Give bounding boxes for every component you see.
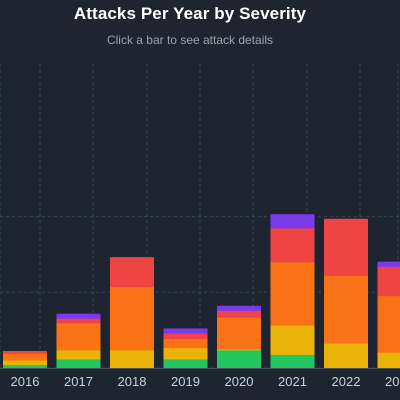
- bar-segment-2016-0[interactable]: [3, 364, 47, 369]
- bar-segment-2017-2[interactable]: [56, 322, 101, 351]
- bar-cap-2019: [163, 328, 208, 333]
- bar-segment-2023-2[interactable]: [377, 295, 400, 353]
- bar-segment-2020-1[interactable]: [217, 348, 261, 351]
- bar-segment-2019-0[interactable]: [163, 358, 208, 369]
- x-tick-label: 2016: [11, 374, 40, 389]
- bar-segment-2020-2[interactable]: [217, 317, 261, 350]
- bar-2020[interactable]: [217, 305, 261, 369]
- bar-2023[interactable]: [377, 261, 400, 369]
- bar-2018[interactable]: [110, 257, 154, 369]
- bar-2017[interactable]: [56, 313, 101, 369]
- bar-cap-2018: [110, 257, 154, 262]
- bar-segment-2021-2[interactable]: [270, 261, 315, 326]
- bar-segment-2023-1[interactable]: [377, 352, 400, 369]
- bar-segment-2021-0[interactable]: [270, 354, 315, 369]
- bar-segment-2018-1[interactable]: [110, 349, 154, 369]
- x-tick-label: 2018: [118, 374, 147, 389]
- bar-cap-2016: [3, 351, 47, 354]
- x-tick-label: 2017: [64, 374, 93, 389]
- bar-segment-2021-3[interactable]: [270, 227, 315, 263]
- chart-subtitle: Click a bar to see attack details: [106, 33, 274, 47]
- bar-segment-2017-1[interactable]: [56, 349, 101, 360]
- bar-segment-2018-3[interactable]: [110, 257, 154, 288]
- x-tick-label: 2021: [278, 374, 307, 389]
- bar-2019[interactable]: [163, 328, 208, 369]
- chart-title: Attacks Per Year by Severity: [73, 4, 307, 23]
- x-tick-label: 2023: [385, 374, 400, 389]
- bar-cap-2020: [217, 305, 261, 310]
- bar-2021[interactable]: [270, 214, 315, 369]
- bar-segment-2019-2[interactable]: [163, 338, 208, 349]
- bar-cap-2021: [270, 214, 315, 219]
- x-tick-label: 2019: [171, 374, 200, 389]
- x-tick-label: 2020: [225, 374, 254, 389]
- bar-2022[interactable]: [324, 218, 368, 369]
- bar-segment-2019-1[interactable]: [163, 347, 208, 360]
- bar-segment-2017-0[interactable]: [56, 358, 101, 369]
- bar-2016[interactable]: [3, 351, 47, 369]
- bar-segment-2020-3[interactable]: [217, 310, 261, 318]
- bar-segment-2018-2[interactable]: [110, 286, 154, 351]
- bar-segment-2019-3[interactable]: [163, 332, 208, 340]
- bar-segment-2021-1[interactable]: [270, 325, 315, 355]
- bar-segment-2020-0[interactable]: [217, 349, 261, 369]
- bar-cap-2023: [377, 261, 400, 266]
- bar-segment-2016-2[interactable]: [3, 353, 47, 361]
- bar-segment-2022-3[interactable]: [324, 218, 368, 276]
- x-tick-label: 2022: [332, 374, 361, 389]
- bar-segment-2016-1[interactable]: [3, 360, 47, 366]
- bar-cap-2022: [324, 218, 368, 223]
- bar-segment-2022-1[interactable]: [324, 343, 368, 369]
- bar-segment-2022-2[interactable]: [324, 275, 368, 344]
- bar-segment-2017-3[interactable]: [56, 318, 101, 324]
- bar-cap-2017: [56, 313, 101, 318]
- bar-segment-2023-3[interactable]: [377, 266, 400, 297]
